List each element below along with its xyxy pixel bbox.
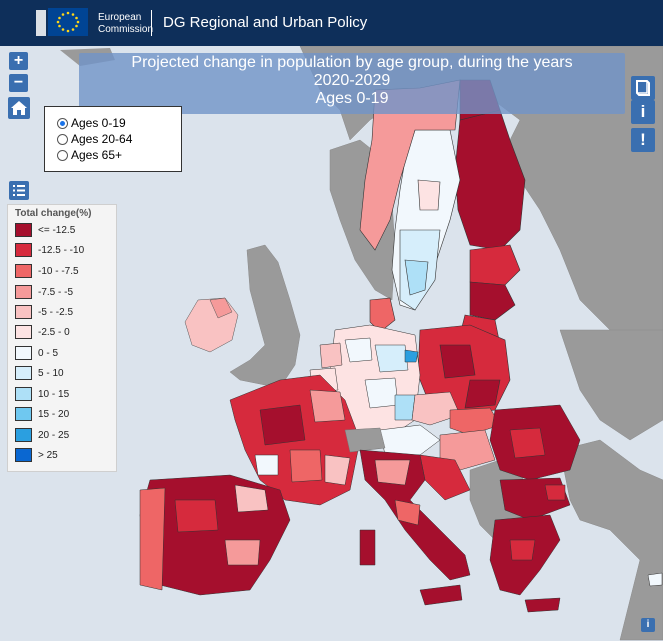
bookmark-button[interactable] xyxy=(631,76,655,100)
legend-label: 20 - 25 xyxy=(38,429,70,441)
france[interactable] xyxy=(229,374,361,506)
map-legend: Total change(%) <= -12.5 -12.5 - -10 -10… xyxy=(7,204,117,472)
zoom-out-button[interactable]: − xyxy=(9,74,28,92)
legend-title: Total change(%) xyxy=(15,208,92,219)
legend-swatch xyxy=(15,285,32,299)
legend-item: 20 - 25 xyxy=(15,428,69,442)
map-title: Projected change in population by age gr… xyxy=(79,53,625,114)
legend-swatch xyxy=(15,325,32,339)
legend-label: 0 - 5 xyxy=(38,347,59,359)
european-commission-logo xyxy=(34,4,94,40)
legend-item: 15 - 20 xyxy=(15,407,69,421)
radio-label: Ages 0-19 xyxy=(71,116,126,130)
switzerland xyxy=(344,427,386,453)
legend-item: 5 - 10 xyxy=(15,366,64,380)
legend-item: -5 - -2.5 xyxy=(15,305,73,319)
legend-swatch xyxy=(15,305,32,319)
europe-choropleth[interactable] xyxy=(0,46,663,641)
legend-label: > 25 xyxy=(38,449,58,461)
legend-item: -2.5 - 0 xyxy=(15,325,70,339)
org-name-line1: European xyxy=(98,12,142,23)
denmark[interactable] xyxy=(369,297,396,333)
legend-item: -12.5 - -10 xyxy=(15,243,84,257)
home-button[interactable] xyxy=(8,97,30,119)
legend-swatch xyxy=(15,387,32,401)
radio-label: Ages 65+ xyxy=(71,148,123,162)
italy[interactable] xyxy=(359,449,471,606)
map-title-line1: Projected change in population by age gr… xyxy=(131,54,573,71)
radio-ages-65-plus[interactable]: Ages 65+ xyxy=(57,147,122,163)
iberian-peninsula[interactable] xyxy=(139,474,291,596)
radio-button[interactable] xyxy=(57,149,68,161)
legend-swatch xyxy=(15,243,32,257)
poland[interactable] xyxy=(417,324,511,416)
legend-item: -10 - -7.5 xyxy=(15,264,79,278)
org-name: European Commission xyxy=(98,12,153,36)
radio-button-selected[interactable] xyxy=(57,117,68,129)
legend-label: -12.5 - -10 xyxy=(38,244,85,256)
legend-label: -2.5 - 0 xyxy=(38,326,70,338)
sweden[interactable] xyxy=(391,129,461,311)
romania-bulgaria[interactable] xyxy=(489,404,581,521)
radio-ages-20-64[interactable]: Ages 20-64 xyxy=(57,131,132,147)
legend-swatch xyxy=(15,448,32,462)
alert-button[interactable]: ! xyxy=(631,128,655,152)
legend-label: -10 - -7.5 xyxy=(38,265,79,277)
legend-item: <= -12.5 xyxy=(15,223,75,237)
home-icon xyxy=(11,101,27,115)
radio-ages-0-19[interactable]: Ages 0-19 xyxy=(57,115,126,131)
legend-label: 15 - 20 xyxy=(38,408,70,420)
header-bar: European Commission DG Regional and Urba… xyxy=(0,0,663,46)
list-icon xyxy=(13,185,25,196)
legend-label: -7.5 - -5 xyxy=(38,286,74,298)
radio-label: Ages 20-64 xyxy=(71,132,133,146)
radio-button[interactable] xyxy=(57,133,68,145)
legend-label: -5 - -2.5 xyxy=(38,306,74,318)
legend-item: -7.5 - -5 xyxy=(15,285,73,299)
legend-label: <= -12.5 xyxy=(38,224,76,236)
map-title-line2: 2020-2029 xyxy=(313,72,391,89)
greece[interactable] xyxy=(489,514,561,613)
corner-info-button[interactable]: i xyxy=(641,618,655,632)
dg-title: DG Regional and Urban Policy xyxy=(163,14,368,31)
map-title-line3: Ages 0-19 xyxy=(315,90,389,107)
age-group-selector: Ages 0-19 Ages 20-64 Ages 65+ xyxy=(44,106,182,172)
legend-swatch xyxy=(15,264,32,278)
cyprus[interactable] xyxy=(647,572,663,587)
legend-swatch xyxy=(15,428,32,442)
legend-item: 10 - 15 xyxy=(15,387,69,401)
legend-swatch xyxy=(15,223,32,237)
legend-toggle-button[interactable] xyxy=(9,181,29,200)
zoom-in-button[interactable]: + xyxy=(9,52,28,70)
legend-swatch xyxy=(15,346,32,360)
header-divider xyxy=(151,10,152,36)
org-name-line2: Commission xyxy=(98,24,154,35)
ireland[interactable] xyxy=(184,297,239,353)
legend-label: 10 - 15 xyxy=(38,388,70,400)
legend-swatch xyxy=(15,407,32,421)
legend-label: 5 - 10 xyxy=(38,367,64,379)
info-button[interactable]: i xyxy=(631,100,655,124)
legend-swatch xyxy=(15,366,32,380)
legend-item: > 25 xyxy=(15,448,58,462)
legend-item: 0 - 5 xyxy=(15,346,58,360)
book-icon xyxy=(636,80,650,96)
